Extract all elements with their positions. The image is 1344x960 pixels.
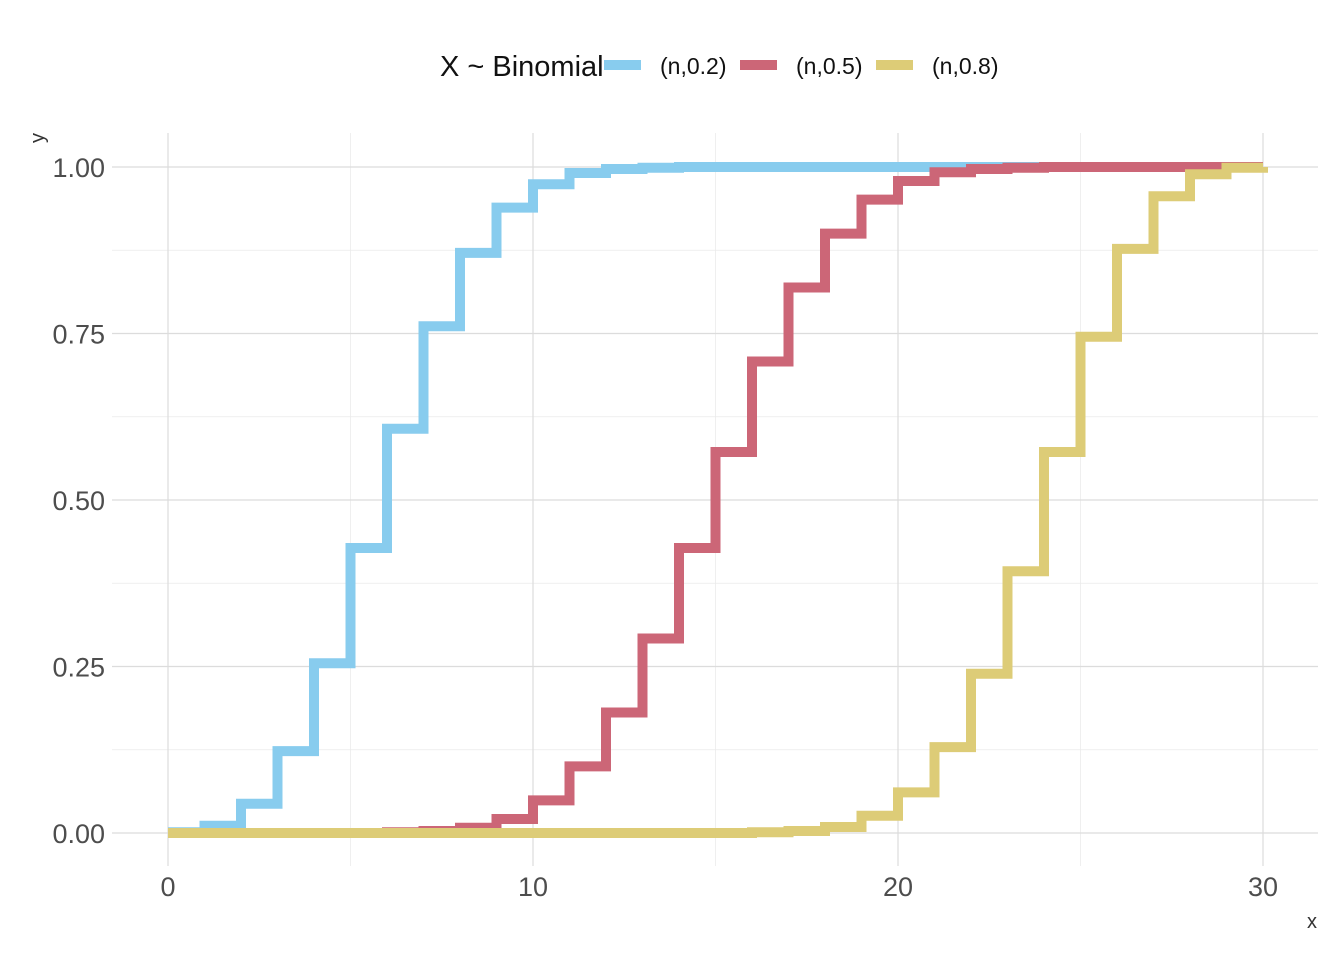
y-tick-label: 0.25 [52, 653, 105, 683]
legend-title: X ~ Binomial [440, 51, 604, 83]
y-tick-label: 0.00 [52, 819, 105, 849]
legend-label-2: (n,0.5) [796, 53, 862, 79]
legend-label-1: (n,0.2) [660, 53, 726, 79]
y-axis-title: y [27, 133, 49, 143]
x-tick-label: 0 [160, 872, 175, 902]
y-tick-label: 1.00 [52, 153, 105, 183]
x-tick-label: 10 [518, 872, 548, 902]
y-tick-label: 0.50 [52, 486, 105, 516]
y-tick-labels: 0.00 0.25 0.50 0.75 1.00 [52, 153, 105, 849]
series-lines [168, 162, 1268, 838]
legend-key-3 [876, 60, 913, 70]
legend-items: (n,0.2) (n,0.5) (n,0.8) [604, 53, 998, 79]
x-axis-title: x [1307, 911, 1317, 933]
legend: X ~ Binomial (n,0.2) (n,0.5) (n,0.8) [440, 51, 998, 83]
x-tick-label: 30 [1248, 872, 1278, 902]
y-tick-label: 0.75 [52, 320, 105, 350]
series-line-3 [168, 162, 1268, 838]
legend-label-3: (n,0.8) [932, 53, 998, 79]
legend-key-2 [740, 60, 777, 70]
x-tick-labels: 0 10 20 30 [160, 872, 1278, 902]
legend-key-1 [604, 60, 641, 70]
x-tick-label: 20 [883, 872, 913, 902]
